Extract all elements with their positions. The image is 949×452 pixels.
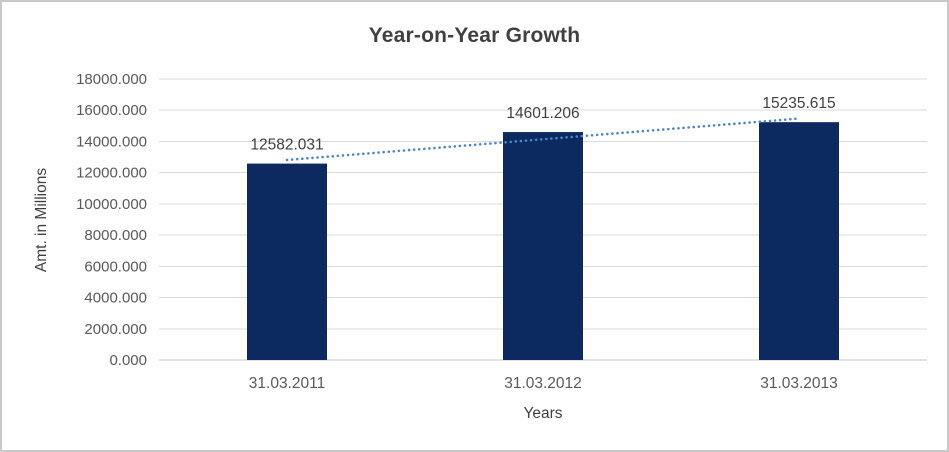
y-tick-label: 6000.000 [84,258,147,275]
trendline [285,117,801,162]
data-label: 12582.031 [250,137,323,154]
y-tick-label: 8000.000 [84,227,147,244]
y-tick-label: 16000.000 [76,102,147,119]
y-tick-label: 18000.000 [76,71,147,88]
chart-title: Year-on-Year Growth [368,24,581,47]
x-axis-title: Years [523,405,563,422]
bar-31.03.2011 [247,163,327,360]
x-tick-label: 31.03.2011 [249,375,325,392]
bar-31.03.2012 [503,132,583,360]
y-tick-label: 2000.000 [84,321,147,338]
bar-31.03.2013 [759,122,839,360]
x-tick-label: 31.03.2013 [760,375,838,392]
y-tick-label: 10000.000 [76,196,147,213]
x-tick-label: 31.03.2012 [504,375,582,392]
y-tick-label: 0.000 [109,352,147,369]
y-tick-label: 14000.000 [76,133,147,150]
y-tick-label: 12000.000 [76,165,147,182]
y-tick-label: 4000.000 [84,290,147,307]
data-label: 14601.206 [506,105,579,122]
data-label: 15235.615 [762,95,835,112]
